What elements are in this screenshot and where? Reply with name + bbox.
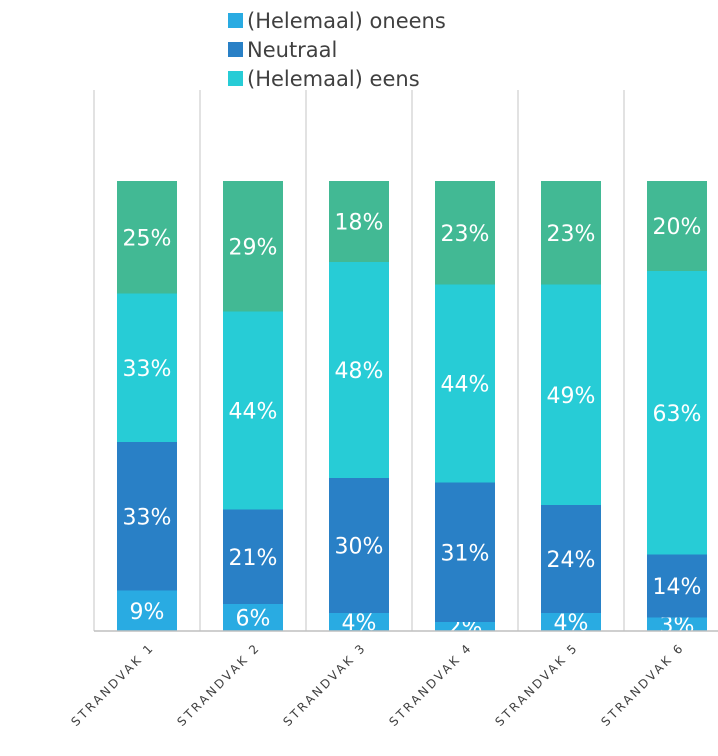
bar-value-label: 30%: [335, 535, 384, 560]
legend-item-oneens: (Helemaal) oneens: [228, 6, 446, 35]
bar-value-label: 4%: [342, 611, 377, 636]
bar-value-label: 6%: [236, 607, 271, 632]
x-tick-label: STRANDVAK 6: [598, 640, 687, 729]
bar-segment: [541, 181, 601, 285]
legend-label-neutraal: Neutraal: [247, 37, 338, 62]
legend-label-eens: (Helemaal) eens: [247, 66, 420, 91]
legend-item-neutraal: Neutraal: [228, 35, 446, 64]
bar-segment: [329, 613, 389, 631]
bar-segment: [329, 262, 389, 478]
bar-segment: [223, 311, 283, 510]
x-tick-label: STRANDVAK 4: [386, 640, 475, 729]
bar-value-label: 31%: [441, 541, 490, 566]
bar-segment: [435, 482, 495, 622]
bar-value-label: 21%: [229, 546, 278, 571]
bar-value-label: 49%: [547, 384, 596, 409]
bar-value-label: 18%: [335, 211, 384, 236]
legend-item-eens: (Helemaal) eens: [228, 64, 446, 93]
bar-segment: [541, 284, 601, 505]
legend-swatch-eens: [228, 71, 243, 86]
bar-segment: [435, 622, 495, 631]
bar-segment: [647, 617, 707, 631]
bar-value-label: 48%: [335, 359, 384, 384]
bar-value-label: 23%: [441, 222, 490, 247]
bar-value-label: 33%: [123, 505, 172, 530]
bar-segment: [329, 478, 389, 613]
x-tick-label: STRANDVAK 5: [492, 640, 581, 729]
bar-segment: [647, 554, 707, 618]
bar-segment: [647, 271, 707, 555]
bar-value-label: 4%: [554, 611, 589, 636]
bar-segment: [223, 604, 283, 631]
bar-segment: [117, 181, 177, 294]
bar-value-label: 44%: [229, 400, 278, 425]
x-tick-label: STRANDVAK 3: [280, 640, 369, 729]
bar-segment: [223, 181, 283, 312]
bar-value-label: 24%: [547, 548, 596, 573]
bar-segment: [541, 505, 601, 613]
bar-value-label: 29%: [229, 235, 278, 260]
bar-segment: [117, 590, 177, 631]
bar-segment: [117, 293, 177, 442]
bar-segment: [329, 181, 389, 262]
bar-segment: [223, 509, 283, 604]
bar-segment: [117, 442, 177, 591]
x-tick-label: STRANDVAK 1: [68, 640, 157, 729]
bar-value-label: 20%: [653, 215, 702, 240]
bar-segment: [435, 284, 495, 483]
bar-segment: [647, 181, 707, 271]
legend-swatch-oneens: [228, 13, 243, 28]
chart-legend: (Helemaal) oneens Neutraal (Helemaal) ee…: [228, 6, 446, 93]
bar-value-label: 14%: [653, 575, 702, 600]
bar-value-label: 44%: [441, 373, 490, 398]
legend-label-oneens: (Helemaal) oneens: [247, 8, 446, 33]
legend-swatch-neutraal: [228, 42, 243, 57]
bar-segment: [541, 613, 601, 631]
bar-value-label: 63%: [653, 402, 702, 427]
bar-value-label: 23%: [547, 222, 596, 247]
bar-value-label: 25%: [123, 226, 172, 251]
bar-value-label: 9%: [130, 600, 165, 625]
bar-segment: [435, 181, 495, 285]
bar-value-label: 33%: [123, 357, 172, 382]
x-tick-label: STRANDVAK 2: [174, 640, 263, 729]
